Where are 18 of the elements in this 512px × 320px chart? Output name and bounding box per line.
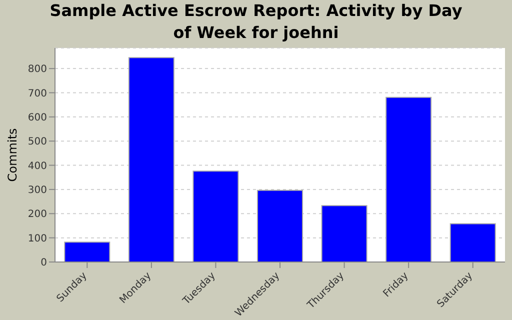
y-tick-label: 700 <box>28 88 47 100</box>
y-axis-title: Commits <box>5 128 20 182</box>
bar <box>192 170 239 262</box>
bar <box>64 242 110 262</box>
y-tick-label: 200 <box>28 209 47 220</box>
bar <box>128 57 174 262</box>
bar <box>386 96 432 262</box>
y-tick-label: 300 <box>28 185 47 196</box>
chart-title: Sample Active Escrow Report: Activity by Day of Week for joehni <box>48 0 464 44</box>
y-tick-label: 100 <box>28 233 47 244</box>
y-tick-label: 600 <box>28 112 47 124</box>
y-tick-label: 0 <box>40 258 47 269</box>
bar <box>450 223 496 262</box>
bar <box>321 205 368 262</box>
y-tick-label: 500 <box>28 136 47 148</box>
bar <box>257 190 303 262</box>
y-tick-label: 400 <box>28 160 47 172</box>
y-tick-label: 800 <box>28 64 47 76</box>
